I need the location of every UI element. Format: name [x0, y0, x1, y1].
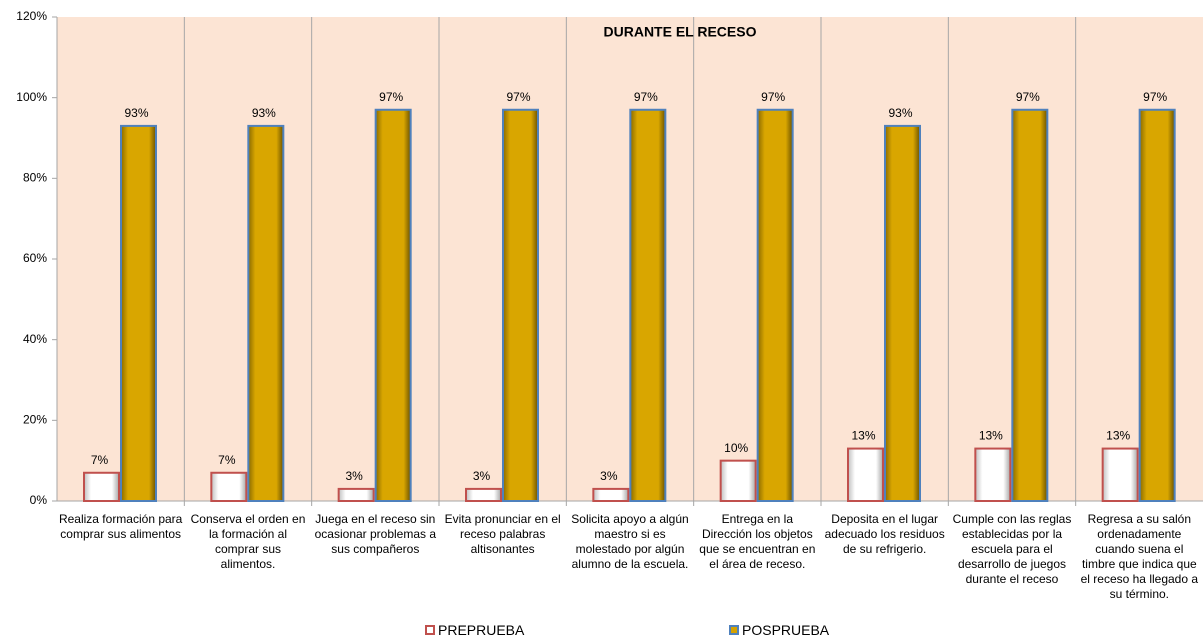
value-label: 13%	[851, 429, 875, 443]
x-tick-label: Juega en el receso sin ocasionar problem…	[314, 512, 437, 556]
y-tick-label: 60%	[23, 251, 47, 265]
value-label: 97%	[1016, 90, 1040, 104]
legend-label: POSPRUEBA	[742, 622, 830, 637]
bar	[1138, 108, 1176, 503]
value-label: 97%	[634, 90, 658, 104]
bar	[884, 124, 921, 503]
bar	[374, 108, 412, 503]
value-label: 3%	[473, 469, 491, 483]
bar	[337, 487, 375, 502]
y-tick-label: 80%	[23, 171, 47, 185]
bar	[629, 108, 667, 503]
value-label: 93%	[124, 106, 148, 120]
bar	[247, 124, 285, 503]
legend-swatch	[729, 625, 739, 635]
x-tick-label: Regresa a su salón ordenadamente cuando …	[1080, 512, 1199, 601]
value-label: 97%	[1143, 90, 1167, 104]
x-tick-label: Cumple con las reglas establecidas por l…	[952, 512, 1072, 586]
legend-item: POSPRUEBA	[729, 622, 829, 637]
x-tick-label: Solicita apoyo a algún maestro si es mol…	[571, 512, 689, 571]
value-label: 93%	[252, 106, 276, 120]
x-tick-label: Entrega en la Dirección los objetos que …	[699, 512, 816, 571]
y-tick-label: 40%	[23, 332, 47, 346]
legend-label: PREPRUEBA	[438, 622, 525, 637]
value-label: 10%	[724, 441, 748, 455]
y-tick-label: 100%	[16, 90, 47, 104]
bar	[592, 487, 630, 502]
bar	[120, 124, 157, 503]
legend-item: PREPRUEBA	[425, 622, 524, 637]
y-tick-label: 0%	[30, 493, 48, 507]
value-label: 93%	[888, 106, 912, 120]
x-tick-label: Deposita en el lugar adecuado los residu…	[824, 512, 945, 556]
bar	[502, 108, 539, 503]
y-tick-label: 20%	[23, 413, 47, 427]
x-tick-label: Evita pronunciar en el receso palabras a…	[444, 512, 561, 556]
value-label: 3%	[600, 469, 618, 483]
bar	[465, 487, 502, 502]
bar	[1101, 447, 1139, 503]
value-label: 13%	[979, 429, 1003, 443]
value-label: 7%	[218, 453, 236, 467]
value-label: 97%	[506, 90, 530, 104]
y-tick-label: 120%	[16, 9, 47, 23]
bar	[756, 108, 794, 503]
value-label: 3%	[345, 469, 363, 483]
legend-swatch	[425, 625, 435, 635]
value-label: 97%	[379, 90, 403, 104]
bar	[210, 471, 248, 502]
value-label: 13%	[1106, 429, 1130, 443]
bar	[1011, 108, 1049, 503]
x-tick-label: Conserva el orden en la formación al com…	[190, 512, 306, 571]
value-label: 7%	[91, 453, 109, 467]
bar	[719, 459, 757, 502]
bar	[974, 447, 1012, 503]
bar	[83, 471, 120, 502]
chart-title: DURANTE EL RECESO	[604, 24, 757, 40]
bar	[847, 447, 884, 503]
value-label: 97%	[761, 90, 785, 104]
x-tick-label: Realiza formación para comprar sus alime…	[58, 512, 183, 541]
